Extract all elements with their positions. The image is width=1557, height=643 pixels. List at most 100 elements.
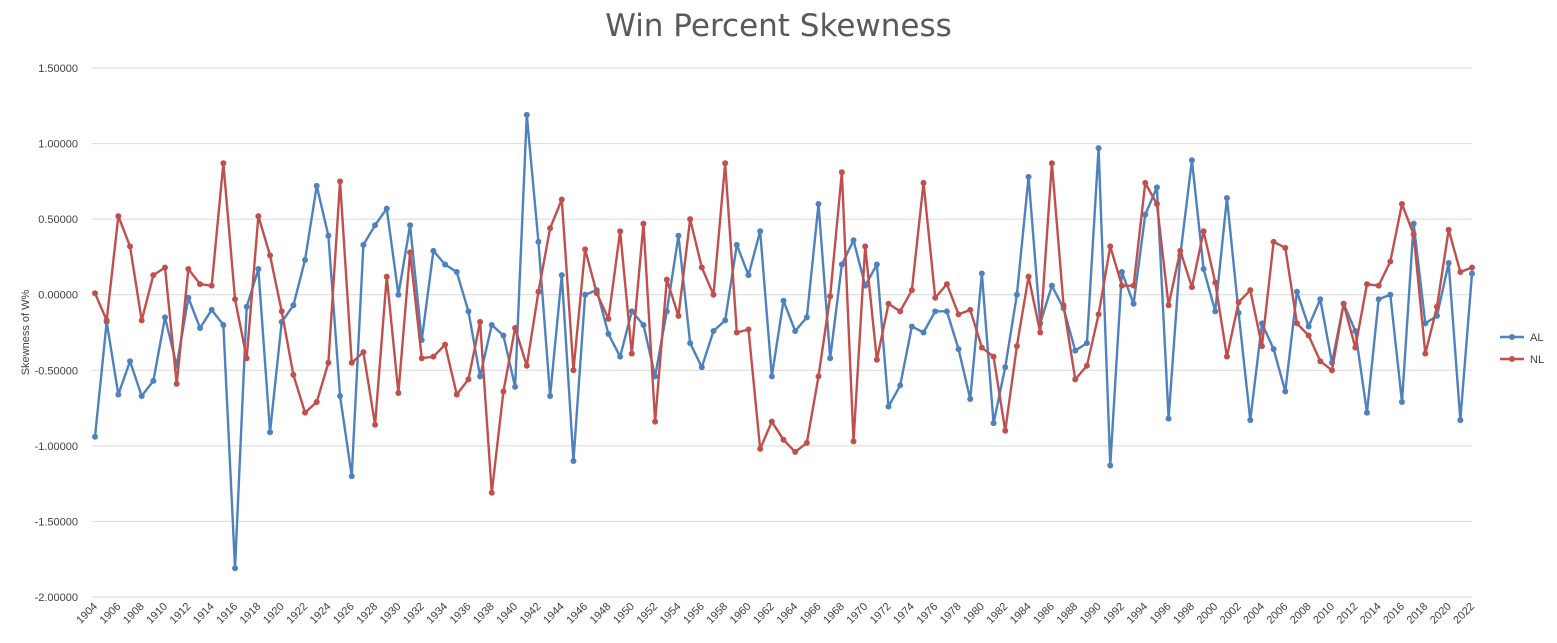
data-point-nl — [955, 311, 962, 318]
x-tick-label: 2006 — [1265, 601, 1291, 627]
data-point-nl — [1212, 279, 1219, 286]
x-tick-label: 1988 — [1055, 601, 1081, 627]
x-tick-label: 1976 — [915, 601, 941, 627]
x-tick-label: 1958 — [704, 601, 730, 627]
x-tick-label: 1940 — [494, 601, 520, 627]
data-point-nl — [1025, 273, 1032, 280]
x-tick-label: 2000 — [1195, 601, 1221, 627]
data-point-nl — [1282, 244, 1289, 251]
x-tick-label: 1938 — [471, 601, 497, 627]
data-point-al — [1013, 291, 1020, 298]
data-point-al — [547, 392, 554, 399]
data-point-al — [1375, 296, 1382, 303]
data-point-al — [512, 383, 519, 390]
data-point-nl — [407, 249, 414, 256]
x-tick-label: 1952 — [634, 601, 660, 627]
x-tick-label: 1962 — [751, 601, 777, 627]
x-tick-label: 1998 — [1171, 601, 1197, 627]
data-point-al — [1445, 259, 1452, 266]
data-point-al — [873, 261, 880, 268]
legend-label-al: AL — [1530, 332, 1543, 344]
data-point-nl — [127, 243, 134, 250]
data-point-nl — [1223, 353, 1230, 360]
x-tick-label: 1916 — [214, 601, 240, 627]
data-point-al — [570, 457, 577, 464]
x-tick-label: 1932 — [401, 601, 427, 627]
data-point-nl — [698, 264, 705, 271]
y-tick-label: -0.50000 — [35, 365, 78, 377]
data-point-nl — [1060, 302, 1067, 309]
x-tick-label: 2016 — [1381, 601, 1407, 627]
data-point-al — [932, 308, 939, 315]
data-point-al — [220, 321, 227, 328]
x-tick-label: 1946 — [564, 601, 590, 627]
data-point-nl — [943, 281, 950, 288]
data-point-al — [255, 266, 262, 273]
data-point-al — [675, 232, 682, 239]
data-point-nl — [815, 373, 822, 380]
data-point-nl — [1457, 269, 1464, 276]
x-tick-label: 1910 — [144, 601, 170, 627]
data-point-al — [337, 392, 344, 399]
data-point-nl — [395, 389, 402, 396]
data-point-al — [792, 327, 799, 334]
data-point-nl — [932, 294, 939, 301]
data-point-al — [943, 308, 950, 315]
data-point-al — [640, 321, 647, 328]
data-point-al — [1469, 270, 1475, 277]
data-point-nl — [267, 252, 274, 259]
x-tick-label: 1978 — [938, 601, 964, 627]
data-point-al — [1002, 364, 1009, 371]
x-tick-label: 1936 — [448, 601, 474, 627]
y-tick-label: 1.00000 — [38, 139, 78, 151]
data-point-nl — [185, 266, 192, 273]
data-point-nl — [1188, 284, 1195, 291]
data-point-nl — [675, 312, 682, 319]
data-point-nl — [897, 308, 904, 315]
data-point-nl — [1048, 160, 1055, 167]
x-tick-label: 1926 — [331, 601, 357, 627]
data-point-nl — [1247, 287, 1254, 294]
data-point-nl — [827, 293, 834, 300]
data-point-nl — [372, 421, 379, 428]
data-point-nl — [617, 228, 624, 235]
data-point-al — [325, 232, 332, 239]
data-point-nl — [232, 296, 239, 303]
x-tick-label: 1908 — [121, 601, 147, 627]
x-tick-label: 1964 — [774, 601, 800, 627]
data-point-nl — [862, 243, 869, 250]
data-point-nl — [885, 300, 892, 307]
data-point-nl — [278, 308, 285, 315]
x-tick-label: 1990 — [1078, 601, 1104, 627]
data-point-nl — [488, 489, 495, 496]
data-point-nl — [442, 341, 449, 348]
data-point-nl — [1422, 350, 1429, 357]
data-point-nl — [325, 359, 332, 366]
data-point-nl — [92, 290, 98, 297]
data-point-al — [920, 329, 927, 336]
data-point-nl — [523, 362, 530, 369]
data-point-al — [1422, 320, 1429, 327]
data-point-nl — [313, 399, 320, 406]
data-point-nl — [115, 213, 122, 220]
x-tick-label: 1922 — [284, 601, 310, 627]
data-point-nl — [838, 169, 845, 176]
data-point-al — [360, 241, 367, 248]
data-point-al — [908, 323, 915, 330]
data-point-al — [1387, 291, 1394, 298]
data-point-nl — [733, 329, 740, 336]
data-point-al — [453, 269, 460, 276]
data-point-al — [1293, 288, 1300, 295]
x-tick-label: 1982 — [985, 601, 1011, 627]
x-tick-label: 1906 — [98, 601, 124, 627]
data-point-al — [582, 291, 589, 298]
data-point-nl — [1130, 282, 1137, 289]
data-point-al — [1072, 347, 1079, 354]
data-point-nl — [1270, 238, 1277, 245]
data-point-nl — [710, 291, 717, 298]
x-tick-label: 1996 — [1148, 601, 1174, 627]
data-point-nl — [337, 178, 344, 185]
x-tick-label: 1974 — [891, 601, 917, 627]
